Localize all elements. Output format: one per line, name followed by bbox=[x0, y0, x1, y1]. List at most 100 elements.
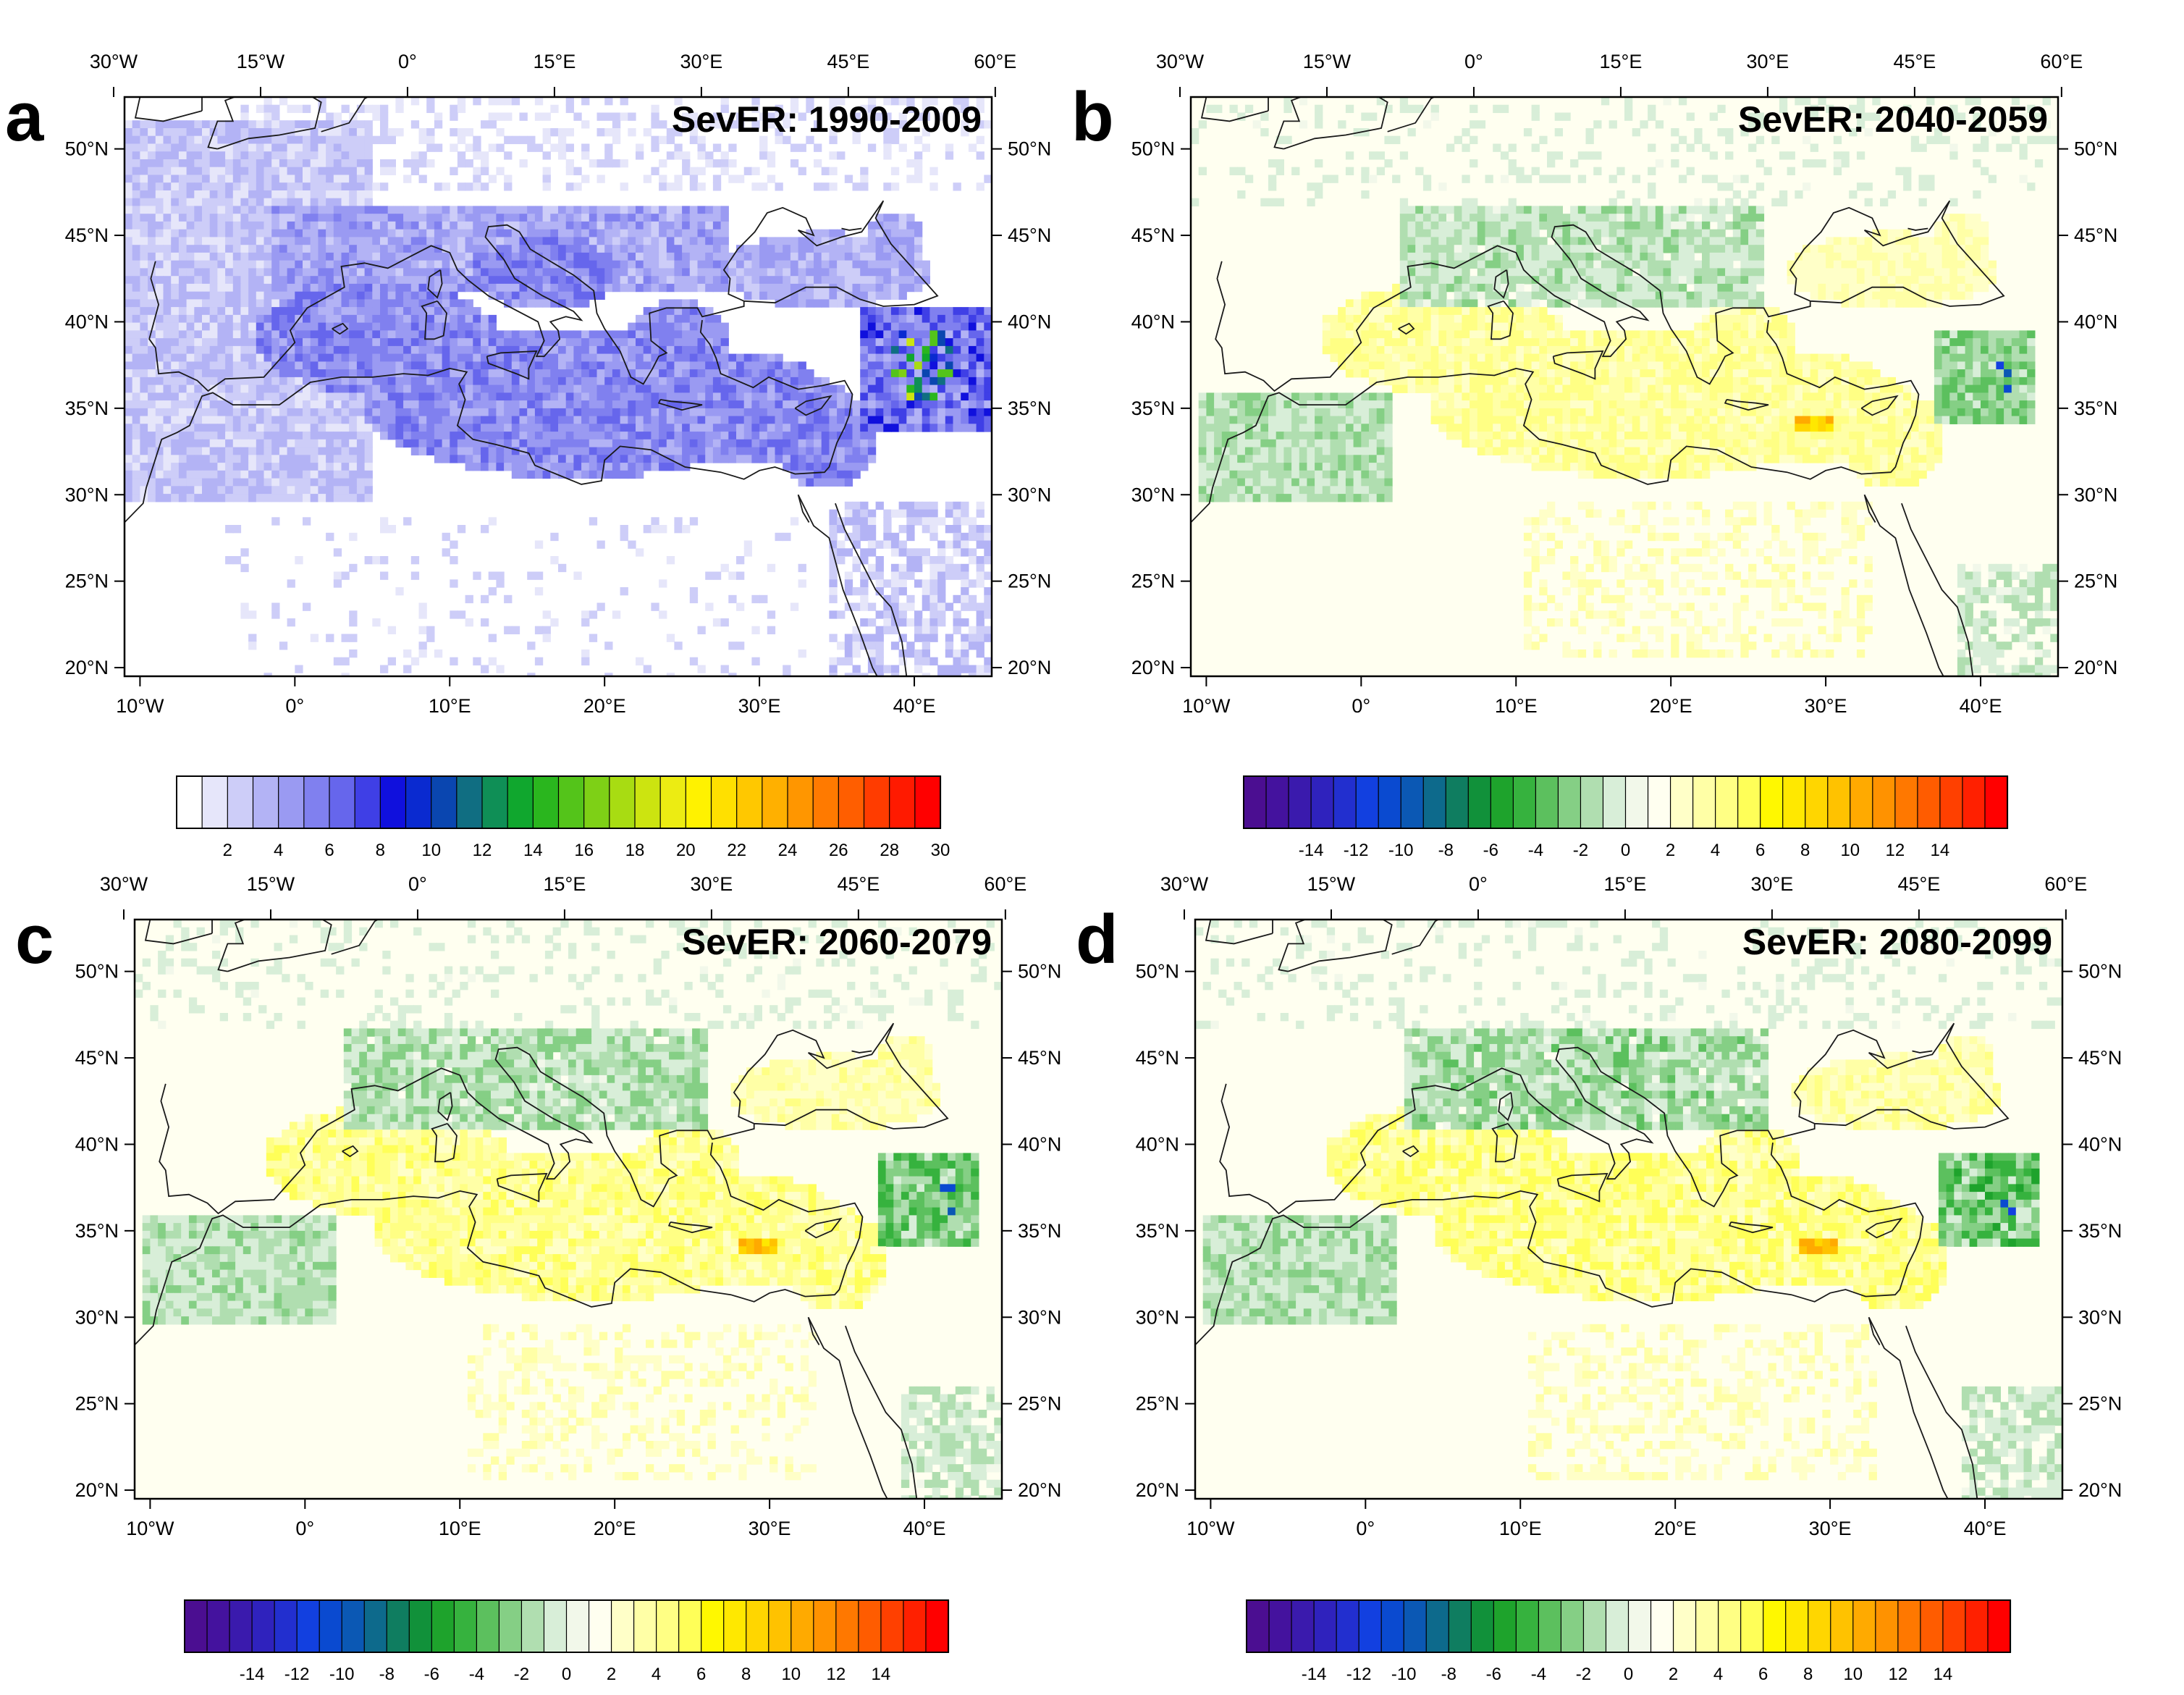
colorbar-swatch bbox=[1243, 775, 1268, 829]
bottom-lon-label: 0° bbox=[295, 1518, 314, 1539]
colorbar-swatch bbox=[1265, 775, 1290, 829]
colorbar-swatch bbox=[812, 775, 840, 829]
colorbar-label: -4 bbox=[469, 1665, 484, 1684]
bottom-lon-label: 10°W bbox=[116, 695, 164, 717]
lat-label-right: 35°N bbox=[2074, 398, 2117, 419]
top-lon-label: 15°W bbox=[237, 51, 285, 72]
map-panel-d: 30°W 15°W 0° 15°E 30°E 45°E 60°E 10°W 0° 10°E 20°E… bbox=[1076, 873, 2122, 1539]
colorbar-label: 6 bbox=[1755, 841, 1765, 860]
colorbar-swatch bbox=[1782, 775, 1806, 829]
colorbar-swatch bbox=[880, 1599, 905, 1653]
top-lon-label: 45°E bbox=[827, 51, 869, 72]
top-lon-label: 0° bbox=[398, 51, 417, 72]
lat-label-right: 30°N bbox=[2074, 484, 2117, 505]
colorbar-label: 22 bbox=[727, 841, 746, 860]
lat-label-right: 50°N bbox=[1008, 138, 1051, 160]
colorbar-swatch bbox=[543, 1599, 568, 1653]
lat-label-left: 20°N bbox=[75, 1479, 119, 1501]
colorbar-swatch bbox=[1310, 775, 1335, 829]
colorbar-swatch bbox=[1669, 775, 1694, 829]
top-lon-label: 45°E bbox=[837, 873, 880, 895]
map-panel-a: 30°W 15°W 0° 15°E 30°E 45°E 60°E 10°W 0° 10°E 20°E… bbox=[5, 51, 1051, 717]
colorbar-swatch bbox=[476, 1599, 500, 1653]
bottom-lon-label: 20°E bbox=[1650, 695, 1692, 717]
lat-label-right: 45°N bbox=[1008, 224, 1051, 246]
panel-letter: b bbox=[1071, 78, 1114, 156]
lat-label-left: 45°N bbox=[75, 1047, 119, 1069]
panel-title: SevER: 2080-2099 bbox=[1742, 922, 2052, 962]
lat-label-right: 45°N bbox=[2074, 224, 2117, 246]
colorbar-label: 6 bbox=[1758, 1665, 1768, 1684]
colorbar-label: 14 bbox=[523, 841, 543, 860]
colorbar-swatch bbox=[1403, 1599, 1428, 1653]
colorbar-swatch bbox=[1560, 1599, 1585, 1653]
colorbar-swatch bbox=[835, 1599, 859, 1653]
colorbar-label: -10 bbox=[329, 1665, 355, 1684]
colorbar-label: -10 bbox=[1388, 841, 1414, 860]
data-field bbox=[1191, 97, 2058, 676]
colorbar-label: 0 bbox=[1624, 1665, 1633, 1684]
colorbar-swatch bbox=[1850, 775, 1873, 829]
colorbar-label: 6 bbox=[324, 841, 334, 860]
colorbar-label: 10 bbox=[1843, 1665, 1863, 1684]
colorbar-swatch bbox=[1897, 1599, 1921, 1653]
colorbar-swatch bbox=[1515, 1599, 1540, 1653]
colorbar-swatch bbox=[746, 1599, 770, 1653]
colorbar-label: 8 bbox=[1803, 1665, 1813, 1684]
bottom-lon-label: 30°E bbox=[1805, 695, 1847, 717]
top-lon-label: 0° bbox=[1469, 873, 1488, 895]
lat-label-right: 50°N bbox=[2074, 138, 2117, 160]
bottom-lon-label: 10°W bbox=[126, 1518, 174, 1539]
colorbar-label: 12 bbox=[1886, 841, 1905, 860]
data-field bbox=[1195, 920, 2062, 1499]
colorbar-swatch bbox=[813, 1599, 837, 1653]
colorbar-swatch bbox=[609, 775, 636, 829]
colorbar-label: -14 bbox=[1299, 841, 1324, 860]
colorbar-label: 2 bbox=[223, 841, 232, 860]
colorbar-swatch bbox=[319, 1599, 343, 1653]
colorbar-swatch bbox=[1692, 775, 1716, 829]
colorbar-swatch bbox=[341, 1599, 366, 1653]
colorbar-label: 4 bbox=[1711, 841, 1720, 860]
colorbar-swatch bbox=[1695, 1599, 1719, 1653]
map-frame bbox=[133, 918, 1003, 1500]
colorbar-change: -14 -12 -10 -8 -6 -4 -2 0 2 4 6 8 10 12 14 bbox=[1246, 1599, 2012, 1684]
colorbar-label: -4 bbox=[1528, 841, 1543, 860]
colorbar-change: -14 -12 -10 -8 -6 -4 -2 0 2 4 6 8 10 12 14 bbox=[1243, 775, 2009, 860]
bottom-lon-label: 10°E bbox=[1499, 1518, 1542, 1539]
bottom-lon-label: 30°E bbox=[749, 1518, 791, 1539]
colorbar-swatch bbox=[1333, 775, 1357, 829]
panel-letter: d bbox=[1076, 901, 1118, 978]
coastlines bbox=[125, 97, 939, 676]
colorbar-swatch bbox=[1582, 1599, 1607, 1653]
top-lon-label: 45°E bbox=[1897, 873, 1940, 895]
lat-label-right: 25°N bbox=[1018, 1393, 1061, 1415]
colorbar-label: 14 bbox=[1931, 841, 1950, 860]
colorbar-absolute: 2 4 6 8 10 12 14 16 18 20 22 24 26 28 30 bbox=[176, 775, 950, 860]
lat-label-left: 30°N bbox=[1131, 484, 1175, 505]
top-lon-label: 60°E bbox=[2040, 51, 2083, 72]
colorbar-swatch bbox=[633, 1599, 657, 1653]
colorbar-label: 10 bbox=[781, 1665, 801, 1684]
colorbar-swatch bbox=[1246, 1599, 1270, 1653]
lat-label-right: 40°N bbox=[1008, 311, 1051, 332]
colorbar-swatch bbox=[1291, 1599, 1315, 1653]
map-frame bbox=[1189, 96, 2059, 678]
colorbar-swatch bbox=[1512, 775, 1537, 829]
colorbar-label: 14 bbox=[872, 1665, 891, 1684]
lat-label-right: 30°N bbox=[1008, 484, 1051, 505]
colorbar-swatch bbox=[1557, 775, 1582, 829]
colorbar-swatch bbox=[520, 1599, 545, 1653]
colorbar-swatch bbox=[1763, 1599, 1787, 1653]
colorbar-label: 2 bbox=[1666, 841, 1675, 860]
colorbar-swatch bbox=[386, 1599, 410, 1653]
colorbar-swatch bbox=[889, 775, 916, 829]
colorbar-swatch bbox=[1448, 1599, 1472, 1653]
colorbar-label: -14 bbox=[1302, 1665, 1327, 1684]
panel-title: SevER: 1990-2009 bbox=[672, 99, 982, 140]
colorbar-swatch bbox=[583, 775, 610, 829]
colorbar-swatch bbox=[588, 1599, 612, 1653]
colorbar-swatch bbox=[1830, 1599, 1854, 1653]
top-lon-label: 15°W bbox=[247, 873, 295, 895]
lat-label-left: 50°N bbox=[1131, 138, 1175, 160]
